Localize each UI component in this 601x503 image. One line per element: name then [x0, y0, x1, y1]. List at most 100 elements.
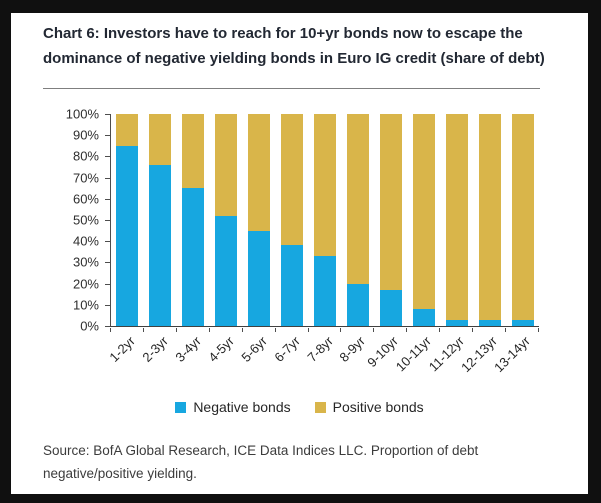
- stacked-bar-6-7yr: [281, 114, 304, 326]
- legend-item: Negative bonds: [175, 399, 291, 415]
- x-tick-mark: [241, 327, 243, 332]
- source-note: Source: BofA Global Research, ICE Data I…: [43, 443, 479, 481]
- bar-slot-11-12yr: [440, 114, 473, 326]
- y-tick-label: 30%: [72, 254, 99, 270]
- negative-bonds-segment: [412, 309, 435, 326]
- positive-bonds-segment: [182, 114, 205, 189]
- stacked-bar-7-8yr: [313, 114, 336, 326]
- y-tick-label: 20%: [72, 276, 99, 292]
- bar-slot-12-13yr: [473, 114, 506, 326]
- x-tick-mark: [142, 327, 144, 332]
- y-tick-label: 10%: [72, 297, 99, 313]
- bar-slot-8-9yr: [341, 114, 374, 326]
- y-tick-mark: [105, 241, 110, 243]
- negative-bonds-segment: [511, 319, 534, 326]
- y-tick-label: 100%: [65, 106, 99, 122]
- positive-bonds-segment: [346, 114, 369, 284]
- x-tick-mark: [110, 327, 111, 332]
- y-tick-label: 90%: [72, 127, 99, 143]
- negative-bonds-segment: [149, 164, 172, 326]
- positive-bonds-segment: [215, 114, 238, 216]
- negative-bonds-segment: [215, 215, 238, 326]
- legend-item: Positive bonds: [314, 399, 424, 415]
- stacked-bar-10-11yr: [412, 114, 435, 326]
- x-tick-mark: [274, 327, 276, 332]
- x-tick-mark: [175, 327, 177, 332]
- y-tick-label: 40%: [72, 233, 99, 249]
- y-tick-mark: [105, 304, 110, 306]
- positive-bonds-segment: [379, 114, 402, 290]
- y-tick-label: 50%: [72, 212, 99, 228]
- positive-bonds-segment: [511, 114, 534, 320]
- x-tick-mark: [406, 327, 408, 332]
- stacked-bar-9-10yr: [379, 114, 402, 326]
- y-tick-label: 60%: [72, 191, 99, 207]
- chart-title: Chart 6: Investors have to reach for 10+…: [43, 25, 545, 67]
- stacked-bar-11-12yr: [445, 114, 468, 326]
- y-tick-label: 70%: [72, 170, 99, 186]
- x-tick-mark: [340, 327, 342, 332]
- stacked-bar-4-5yr: [215, 114, 238, 326]
- stacked-bar-13-14yr: [511, 114, 534, 326]
- negative-bonds-segment: [445, 319, 468, 326]
- bar-slot-7-8yr: [309, 114, 342, 326]
- bar-slot-10-11yr: [407, 114, 440, 326]
- plot-area: [110, 114, 539, 327]
- y-tick-mark: [105, 156, 110, 158]
- legend-swatch-icon: [314, 401, 326, 413]
- y-tick-mark: [105, 326, 110, 327]
- bar-slot-13-14yr: [506, 114, 539, 326]
- negative-bonds-segment: [182, 188, 205, 326]
- y-tick-mark: [105, 114, 110, 115]
- stacked-bar-12-13yr: [478, 114, 501, 326]
- x-tick-mark: [373, 327, 375, 332]
- positive-bonds-segment: [248, 114, 271, 231]
- negative-bonds-segment: [379, 289, 402, 326]
- negative-bonds-segment: [281, 245, 304, 326]
- negative-bonds-segment: [116, 145, 139, 326]
- positive-bonds-segment: [149, 114, 172, 165]
- positive-bonds-segment: [478, 114, 501, 320]
- legend-label: Positive bonds: [332, 399, 424, 415]
- stacked-bar-2-3yr: [149, 114, 172, 326]
- legend-swatch-icon: [175, 401, 187, 413]
- y-tick-mark: [105, 198, 110, 200]
- negative-bonds-segment: [313, 256, 336, 326]
- stacked-bar-3-4yr: [182, 114, 205, 326]
- y-tick-mark: [105, 177, 110, 179]
- y-tick-mark: [105, 283, 110, 285]
- y-tick-mark: [105, 135, 110, 137]
- bar-slot-6-7yr: [276, 114, 309, 326]
- legend-label: Negative bonds: [193, 399, 291, 415]
- bar-slot-3-4yr: [177, 114, 210, 326]
- bar-slot-2-3yr: [144, 114, 177, 326]
- bar-slot-5-6yr: [243, 114, 276, 326]
- stacked-bar-1-2yr: [116, 114, 139, 326]
- bar-slot-9-10yr: [374, 114, 407, 326]
- x-tick-mark: [538, 327, 539, 332]
- x-tick-mark: [505, 327, 507, 332]
- x-tick-mark: [472, 327, 474, 332]
- y-tick-label: 0%: [80, 318, 99, 334]
- negative-bonds-segment: [478, 319, 501, 326]
- title-divider: [43, 88, 540, 89]
- positive-bonds-segment: [412, 114, 435, 310]
- positive-bonds-segment: [281, 114, 304, 246]
- stacked-bar-5-6yr: [248, 114, 271, 326]
- negative-bonds-segment: [346, 283, 369, 326]
- negative-bonds-segment: [248, 230, 271, 326]
- x-tick-mark: [208, 327, 210, 332]
- bar-slot-1-2yr: [111, 114, 144, 326]
- y-tick-mark: [105, 262, 110, 264]
- stacked-bar-8-9yr: [346, 114, 369, 326]
- bar-slot-4-5yr: [210, 114, 243, 326]
- x-tick-mark: [307, 327, 309, 332]
- legend: Negative bonds Positive bonds: [11, 399, 588, 415]
- y-tick-mark: [105, 220, 110, 221]
- chart-panel: Chart 6: Investors have to reach for 10+…: [11, 13, 588, 494]
- positive-bonds-segment: [313, 114, 336, 257]
- positive-bonds-segment: [116, 114, 139, 146]
- positive-bonds-segment: [445, 114, 468, 320]
- x-tick-mark: [439, 327, 441, 332]
- y-tick-label: 80%: [72, 148, 99, 164]
